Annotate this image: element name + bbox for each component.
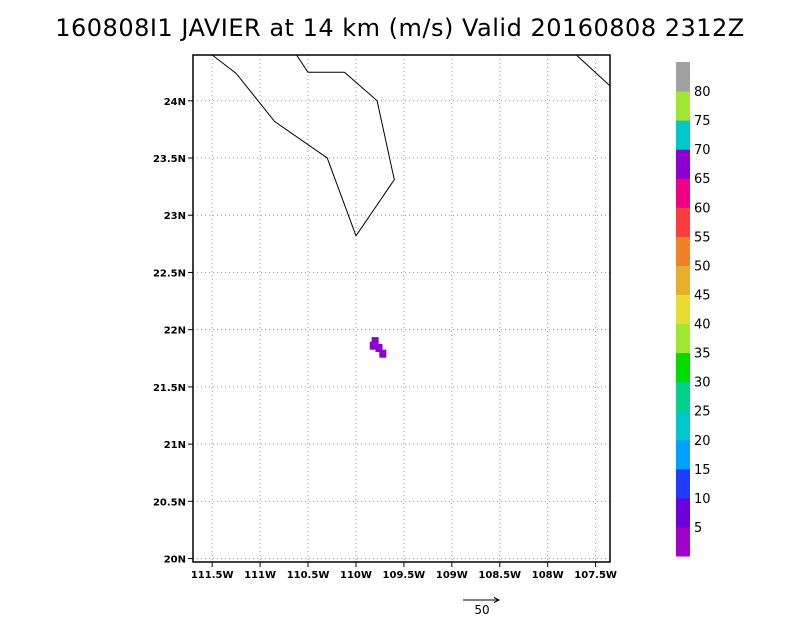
colorbar-label: 35 xyxy=(694,347,711,362)
colorbar-swatch xyxy=(676,265,690,295)
reference-vector: 50 xyxy=(463,597,501,617)
colorbar-swatch xyxy=(676,178,690,208)
reference-arrowhead xyxy=(493,597,501,603)
coastline xyxy=(211,54,395,237)
y-tick-label: 24N xyxy=(164,97,186,108)
chart-title: 160808I1 JAVIER at 14 km (m/s) Valid 201… xyxy=(55,14,745,42)
colorbar-label: 30 xyxy=(694,376,711,391)
x-tick-label: 108.5W xyxy=(478,570,521,581)
wind-cell xyxy=(375,343,383,352)
y-tick-label: 23.5N xyxy=(153,154,186,165)
colorbar-label: 25 xyxy=(694,405,711,420)
colorbar-swatch xyxy=(676,526,690,557)
colorbar-swatch xyxy=(676,120,690,150)
x-tick-label: 111.5W xyxy=(191,570,234,581)
gridlines xyxy=(193,55,610,562)
colorbar-swatch xyxy=(676,91,690,121)
colorbar-label: 50 xyxy=(694,259,711,274)
x-tick-label: 109.5W xyxy=(383,570,426,581)
colorbar: 5 10 15 20 25 30 35 40 45 50 55 60 65 70 75 80 xyxy=(676,62,711,557)
colorbar-swatch xyxy=(676,323,690,354)
colorbar-swatch xyxy=(676,381,690,412)
colorbar-swatch xyxy=(676,410,690,441)
colorbar-label: 55 xyxy=(694,230,711,245)
colorbar-label: 10 xyxy=(694,492,711,507)
x-axis: 111.5W 111W 110.5W 110W 109.5W 109W 108.5W 108W… xyxy=(191,562,617,581)
colorbar-swatch xyxy=(676,62,690,92)
reference-vector-label: 50 xyxy=(474,603,489,617)
y-tick-label: 23N xyxy=(164,211,186,222)
y-tick-label: 21.5N xyxy=(153,383,186,394)
colorbar-label: 20 xyxy=(694,434,711,449)
coastline-layer xyxy=(211,54,611,237)
colorbar-swatch xyxy=(676,352,690,383)
colorbar-label: 40 xyxy=(694,318,711,333)
colorbar-swatch xyxy=(676,236,690,266)
colorbar-label: 80 xyxy=(694,85,711,100)
coastline xyxy=(576,54,611,87)
wind-cells xyxy=(369,337,387,358)
plot-frame xyxy=(192,54,611,563)
y-tick-label: 20.5N xyxy=(153,497,186,508)
colorbar-label: 75 xyxy=(694,114,711,129)
colorbar-swatch xyxy=(676,207,690,237)
y-tick-label: 22N xyxy=(164,326,186,337)
colorbar-label: 45 xyxy=(694,288,711,303)
colorbar-label: 70 xyxy=(694,143,711,158)
x-tick-label: 107.5W xyxy=(574,570,617,581)
y-tick-label: 20N xyxy=(164,555,186,566)
colorbar-swatch xyxy=(676,439,690,470)
x-tick-label: 111W xyxy=(244,570,276,581)
y-tick-label: 22.5N xyxy=(153,268,186,279)
wind-cell xyxy=(371,337,379,346)
wind-cell xyxy=(379,349,387,358)
wind-cell xyxy=(369,341,377,350)
colorbar-label: 65 xyxy=(694,172,711,187)
colorbar-label: 15 xyxy=(694,463,711,478)
x-tick-label: 108W xyxy=(532,570,564,581)
colorbar-swatch xyxy=(676,294,690,325)
x-tick-label: 110.5W xyxy=(287,570,330,581)
colorbar-label: 60 xyxy=(694,201,711,216)
x-tick-label: 109W xyxy=(436,570,468,581)
colorbar-label: 5 xyxy=(694,521,702,536)
colorbar-swatch xyxy=(676,497,690,528)
x-tick-label: 110W xyxy=(340,570,372,581)
y-tick-label: 21N xyxy=(164,440,186,451)
colorbar-swatch xyxy=(676,468,690,499)
y-axis: 20N 20.5N 21N 21.5N 22N 22.5N 23N 23.5N 24N xyxy=(153,97,193,566)
colorbar-swatch xyxy=(676,149,690,179)
